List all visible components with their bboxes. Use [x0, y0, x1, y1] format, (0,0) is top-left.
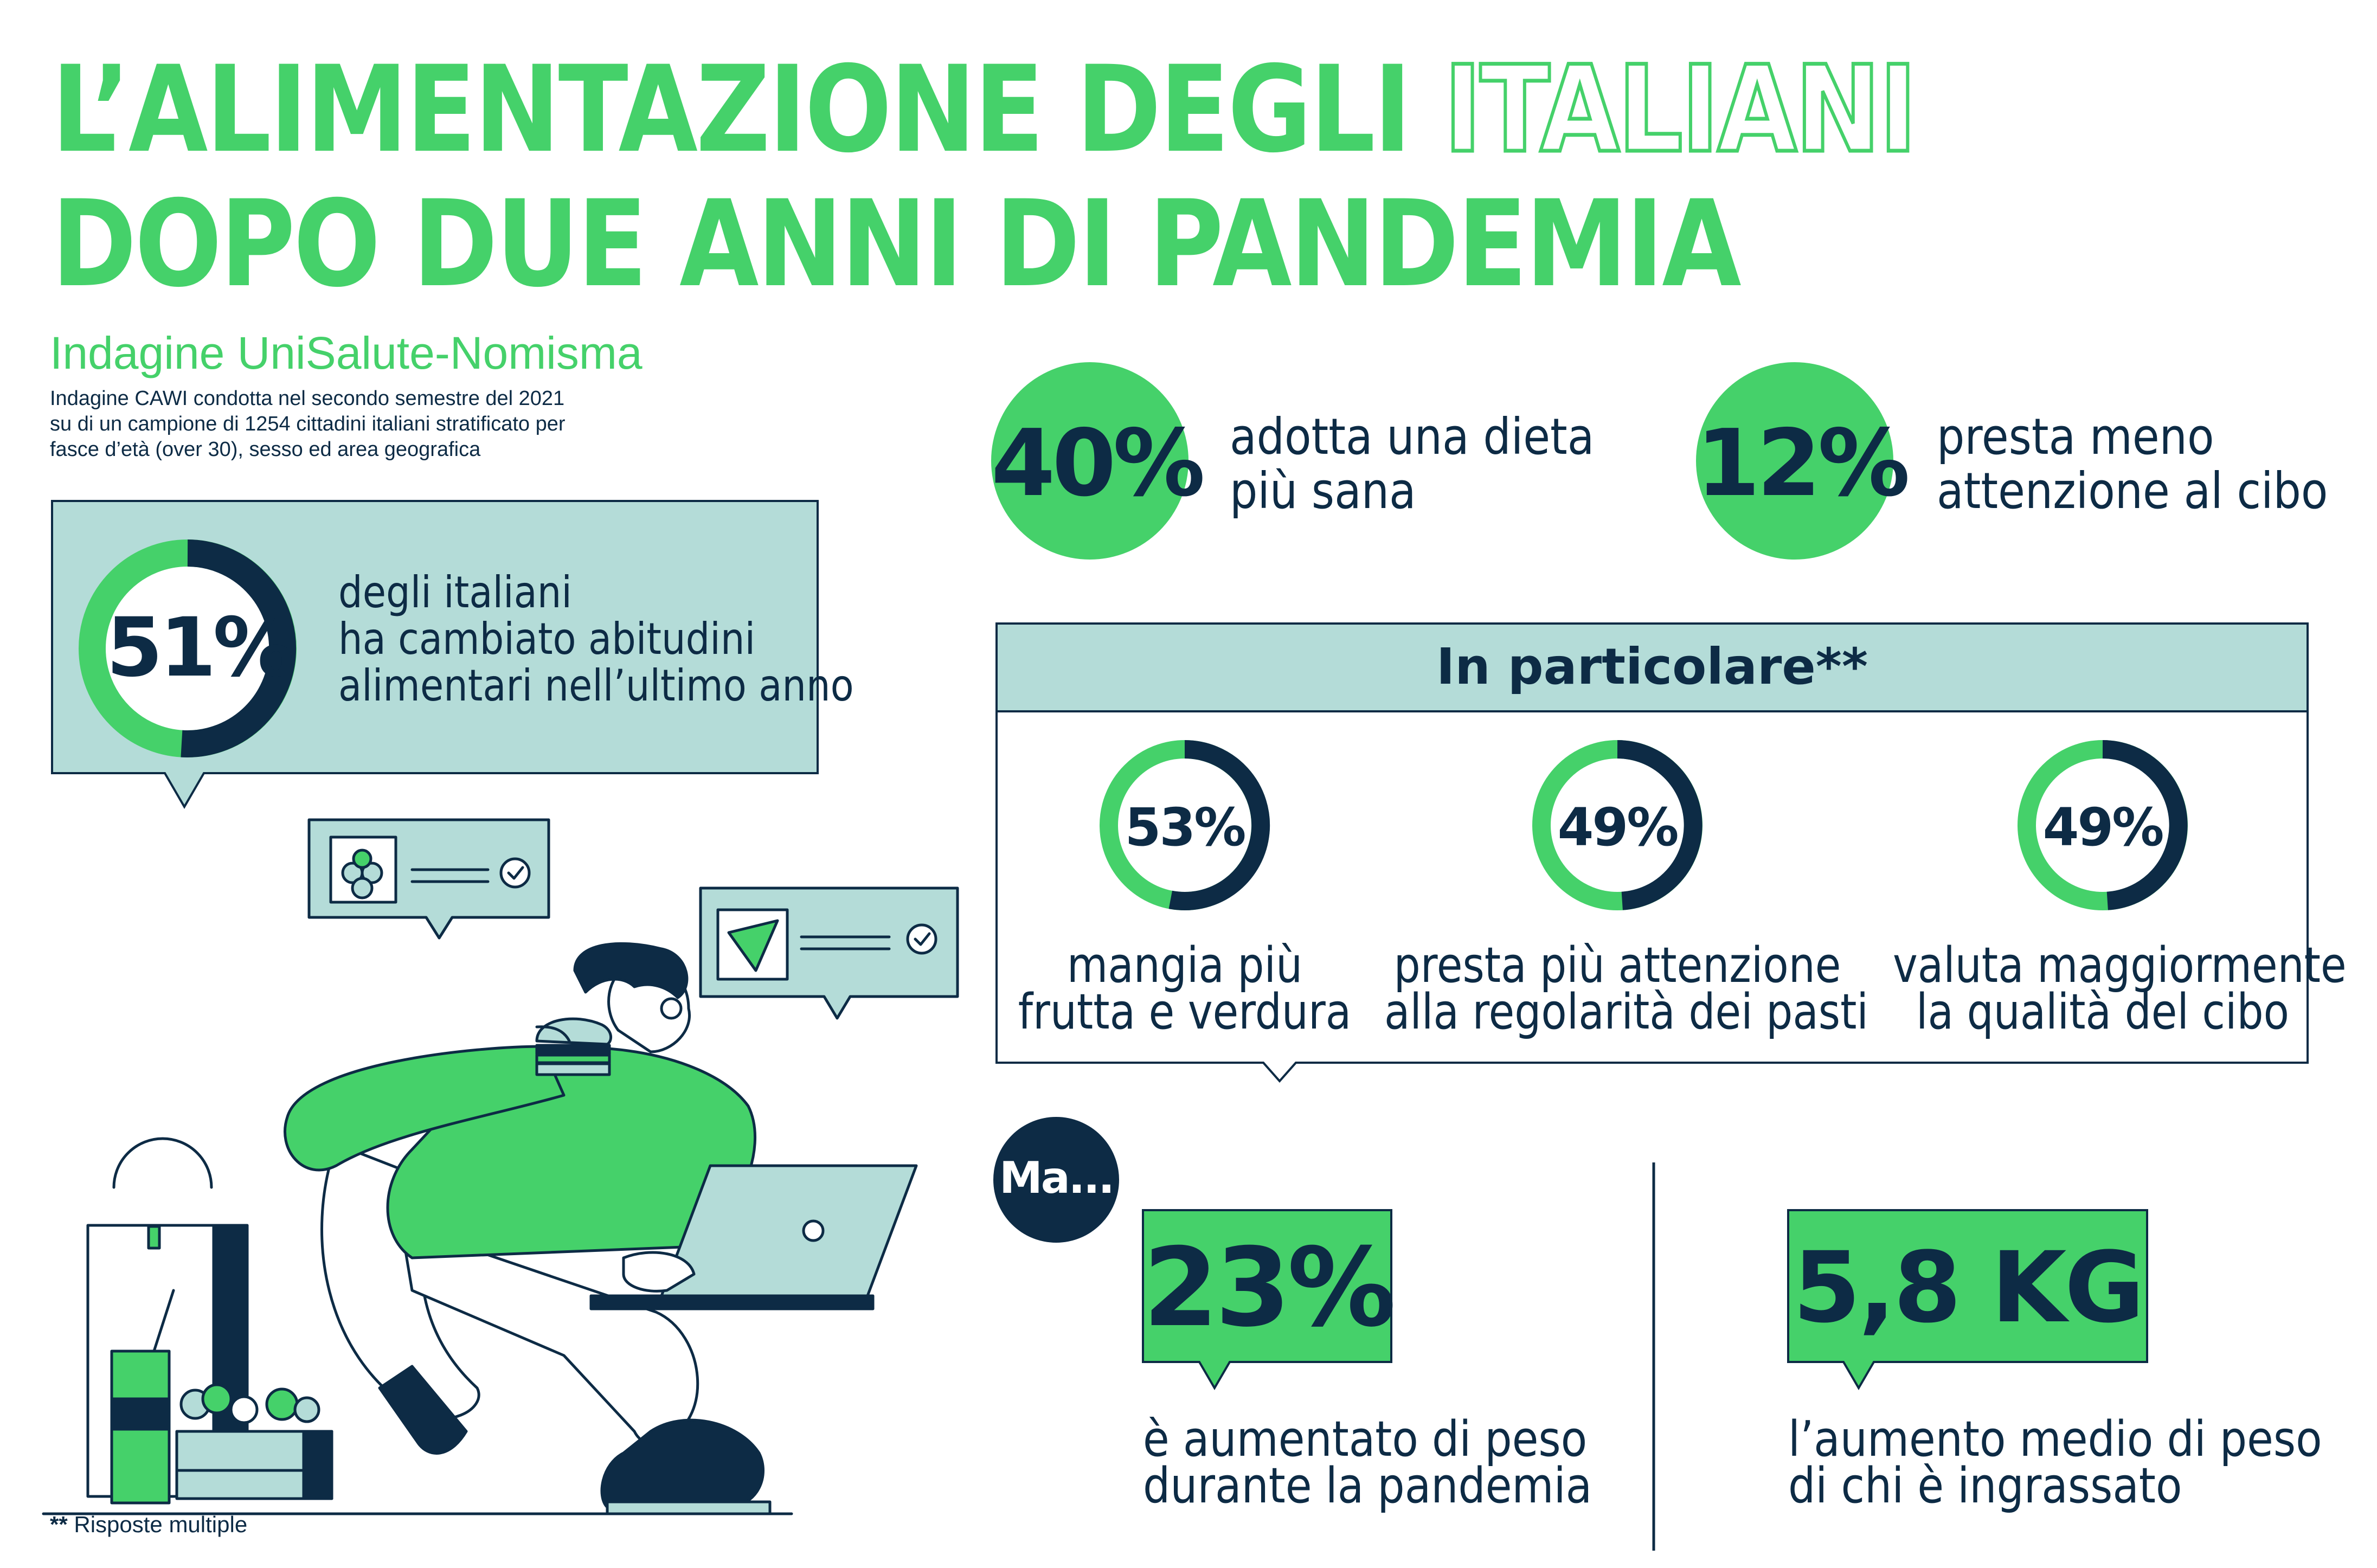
- footnote: ** Risposte multiple: [50, 1511, 247, 1538]
- stat-line: presta meno: [1937, 408, 2214, 466]
- stat-line: attenzione al cibo: [1937, 462, 2328, 520]
- stat-12-value: 12%: [1696, 410, 1910, 517]
- method-line: fasce d’età (over 30), sesso ed area geo…: [50, 438, 481, 461]
- detail-line: presta più attenzione: [1393, 937, 1841, 994]
- main-stat-arc: [181, 539, 297, 757]
- title-text: L’ALIMENTAZIONE DEGLI: [52, 40, 1444, 179]
- stat-12-circle: [1696, 362, 1893, 560]
- detail-arc: [2102, 740, 2188, 910]
- stat-23-value: 23%: [1143, 1225, 1396, 1351]
- stat-kg-value: 5,8 KG: [1793, 1231, 2145, 1345]
- main-stat-line: degli italiani: [338, 567, 572, 618]
- stat-40-value: 40%: [991, 410, 1205, 517]
- method-line: su di un campione di 1254 cittadini ital…: [50, 413, 566, 435]
- method-line: Indagine CAWI condotta nel secondo semes…: [50, 387, 565, 410]
- stat-kg-label: l’aumento medio di peso di chi è ingrass…: [1788, 1411, 2322, 1514]
- detail-header: In particolare**: [1436, 638, 1868, 696]
- detail-value: 53%: [1125, 797, 1247, 858]
- stat-line: l’aumento medio di peso: [1788, 1411, 2322, 1468]
- survey-title: Indagine UniSalute-Nomisma: [50, 327, 643, 378]
- stat-23-label: è aumentato di peso durante la pandemia: [1143, 1411, 1592, 1514]
- stat-40-label: adotta una dieta più sana: [1230, 410, 1594, 518]
- footnote-stars: **: [50, 1512, 68, 1537]
- detail-value: 49%: [1557, 797, 1679, 858]
- detail-line: la qualità del cibo: [1916, 984, 2289, 1040]
- stat-line: di chi è ingrassato: [1788, 1457, 2182, 1514]
- detail-value: 49%: [2042, 797, 2164, 858]
- stat-line: adotta una dieta: [1230, 408, 1595, 466]
- stat-line: è aumentato di peso: [1143, 1411, 1588, 1468]
- main-stat-line: ha cambiato abitudini: [338, 614, 756, 664]
- stat-line: più sana: [1230, 462, 1416, 520]
- detail-label: presta più attenzione alla regolarità de…: [1384, 937, 1868, 1040]
- detail-line: mangia più: [1067, 937, 1303, 994]
- detail-label: mangia più frutta e verdura: [998, 937, 1371, 1040]
- stat-40-circle: [991, 362, 1188, 560]
- detail-arc: [1617, 740, 1703, 910]
- footnote-text: Risposte multiple: [67, 1512, 248, 1537]
- ma-label: Ma...: [999, 1153, 1115, 1203]
- detail-donuts: [1100, 740, 2188, 910]
- survey-method: Indagine CAWI condotta nel secondo semes…: [50, 386, 566, 462]
- detail-arc: [1168, 740, 1270, 910]
- page-title-line1: L’ALIMENTAZIONE DEGLI ITALIANI: [52, 48, 1919, 171]
- page-title-line2: DOPO DUE ANNI DI PANDEMIA: [52, 175, 1742, 313]
- detail-line: valuta maggiormente: [1893, 937, 2347, 994]
- main-stat-line: alimentari nell’ultimo anno: [338, 660, 854, 711]
- detail-line: alla regolarità dei pasti: [1384, 984, 1868, 1040]
- detail-label: valuta maggiormente la qualità del cibo: [1893, 937, 2347, 1040]
- ma-circle: [993, 1117, 1119, 1243]
- main-stat-value: 51%: [106, 601, 294, 695]
- main-stat-label: degli italiani ha cambiato abitudini ali…: [338, 569, 854, 709]
- stat-12-label: presta meno attenzione al cibo: [1937, 410, 2328, 518]
- title-highlight: ITALIANI: [1442, 40, 1919, 179]
- stat-line: durante la pandemia: [1143, 1457, 1592, 1514]
- detail-line: frutta e verdura: [1018, 984, 1352, 1040]
